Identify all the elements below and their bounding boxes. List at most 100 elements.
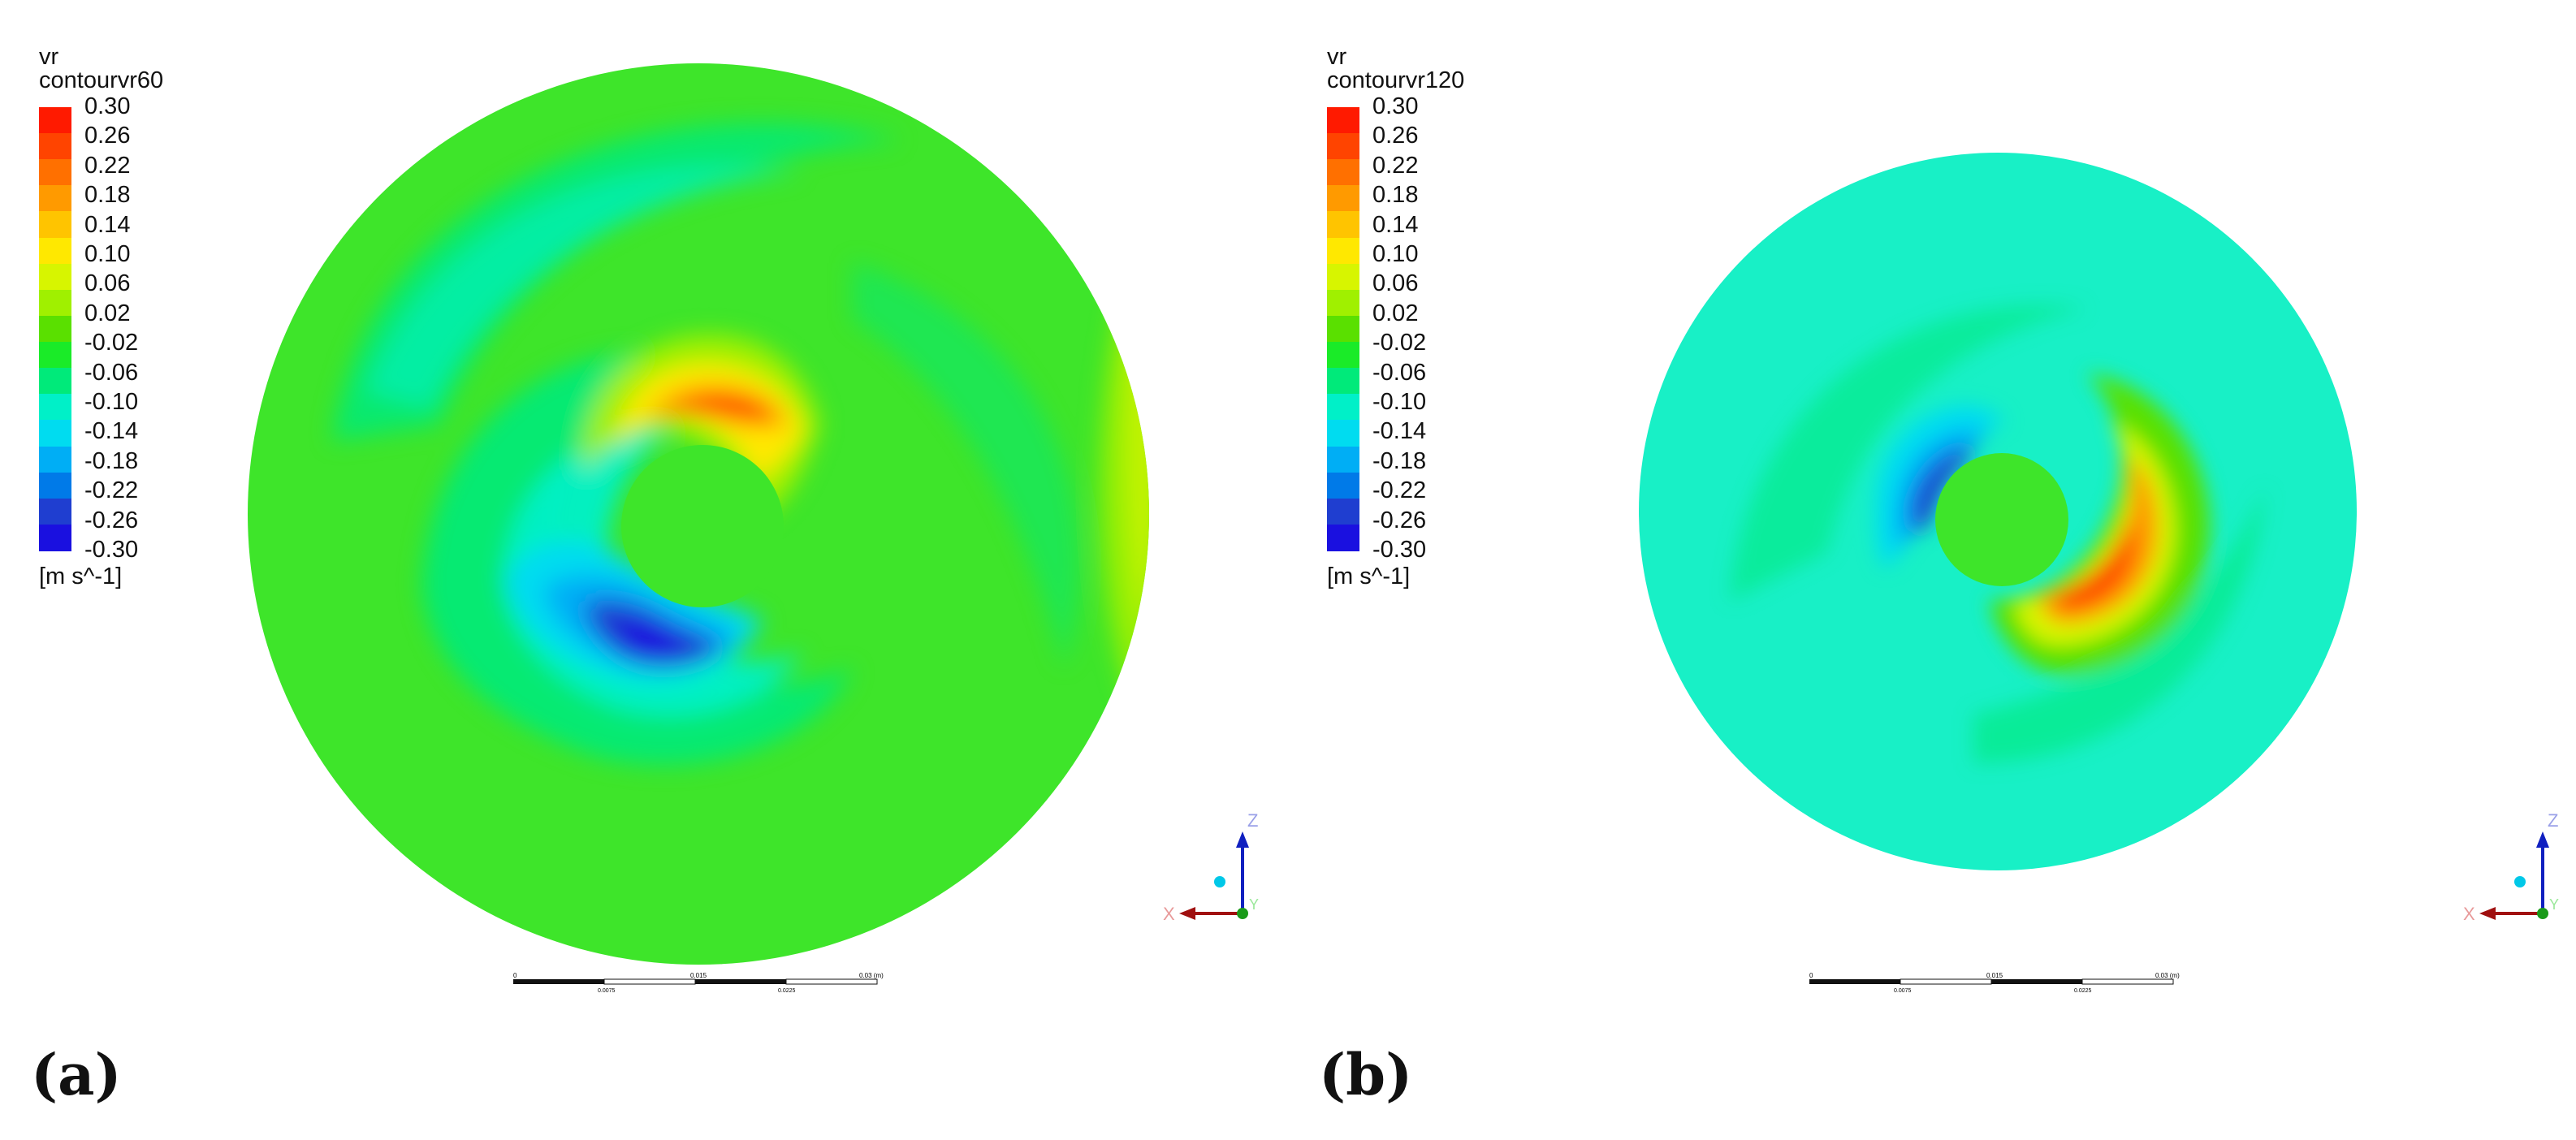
legend-contour-name: contourvr120 xyxy=(1327,67,1465,93)
colorbar-segment xyxy=(1327,159,1359,187)
legend-units: [m s^-1] xyxy=(1327,564,1411,589)
legend-tick-label: -0.26 xyxy=(84,507,139,533)
colorbar-segment xyxy=(1327,472,1359,499)
colorbar-segment xyxy=(1327,342,1359,369)
legend-tick-label: 0.22 xyxy=(84,152,131,179)
axis-x-label: X xyxy=(2463,904,2475,924)
legend-tick-label: -0.10 xyxy=(84,389,139,415)
legend-tick-label: -0.22 xyxy=(1372,477,1427,504)
legend-tick-label: 0.06 xyxy=(1372,270,1419,297)
legend-tick-label: 0.18 xyxy=(84,182,131,209)
colorbar-segment xyxy=(1327,133,1359,161)
legend-tick-label: -0.22 xyxy=(84,477,139,504)
scale-sublabel-1: 0.0075 xyxy=(598,988,616,994)
legend-tick-label: 0.26 xyxy=(84,123,131,149)
scale-sublabel-2: 0.0225 xyxy=(778,988,796,994)
legend-tick-label: 0.26 xyxy=(1372,123,1419,149)
colorbar-segment xyxy=(1327,263,1359,291)
colorbar-segment xyxy=(39,446,71,473)
scale-sublabel-2: 0.0225 xyxy=(2074,988,2092,994)
colorbar-segment xyxy=(1327,107,1359,135)
colorbar-segment xyxy=(39,289,71,317)
colorbar-segment xyxy=(39,472,71,499)
colorbar-segment xyxy=(1327,524,1359,551)
colorbar-segment xyxy=(39,524,71,551)
legend-tick-label: -0.06 xyxy=(84,359,139,386)
scale-label-end: 0.03 (m) xyxy=(859,973,884,979)
panel-b: vr contourvr120 [m s^-1] 0 0.0 xyxy=(1288,0,2576,1140)
colorbar-segment xyxy=(1327,420,1359,447)
scale-bar: 0 0.015 0.03 (m) 0.0075 0.0225 xyxy=(1809,973,2180,994)
colorbar-segment xyxy=(39,420,71,447)
legend-tick-label: 0.10 xyxy=(84,241,131,267)
legend-colorbar xyxy=(39,107,71,551)
legend-tick-label: 0.30 xyxy=(1372,93,1419,119)
legend-tick-label: 0.14 xyxy=(1372,211,1419,238)
legend-tick-label: 0.18 xyxy=(1372,182,1419,209)
legend-tick-label: 0.30 xyxy=(84,93,131,119)
colorbar-segment xyxy=(1327,368,1359,395)
hub-region xyxy=(621,445,784,607)
legend-tick-label: 0.02 xyxy=(84,300,131,326)
colorbar-segment xyxy=(39,263,71,291)
legend-colorbar xyxy=(1327,107,1359,551)
colorbar-segment xyxy=(39,498,71,525)
colorbar-segment xyxy=(39,315,71,343)
legend-tick-label: -0.10 xyxy=(1372,389,1427,415)
legend-tick-label: -0.30 xyxy=(1372,537,1427,563)
colorbar-segment xyxy=(39,159,71,187)
scale-bar: 0 0.015 0.03 (m) 0.0075 0.0225 xyxy=(513,973,884,994)
colorbar-segment xyxy=(1327,211,1359,239)
axis-triad: Z X Y xyxy=(1163,810,1259,924)
colorbar-segment xyxy=(1327,498,1359,525)
contour-plot-b xyxy=(1639,153,2357,870)
scale-label-0: 0 xyxy=(1809,973,1813,979)
axis-triad: Z X Y xyxy=(2463,810,2559,924)
axis-y-label: Y xyxy=(2549,896,2559,913)
colorbar-segment xyxy=(1327,289,1359,317)
legend-tick-label: 0.02 xyxy=(1372,300,1419,326)
colorbar-segment xyxy=(1327,185,1359,213)
legend-tick-label: -0.14 xyxy=(84,418,139,445)
panel-label-a: (a) xyxy=(31,1041,122,1108)
legend-variable: vr xyxy=(1327,44,1347,70)
legend-tick-label: -0.14 xyxy=(1372,418,1427,445)
legend-tick-label: -0.18 xyxy=(84,447,139,474)
axis-z-label: Z xyxy=(1247,810,1258,831)
legend-variable: vr xyxy=(39,44,59,70)
panel-a: vr contourvr60 [m s^-1] xyxy=(31,44,1259,1108)
scale-label-mid: 0.015 xyxy=(1986,973,2003,979)
legend-tick-label: 0.06 xyxy=(84,270,131,297)
legend-tick-label: -0.18 xyxy=(1372,447,1427,474)
colorbar-segment xyxy=(39,368,71,395)
legend-tick-label: -0.06 xyxy=(1372,359,1427,386)
colorbar-segment xyxy=(1327,394,1359,421)
axis-y-label: Y xyxy=(1249,896,1259,913)
legend-units: [m s^-1] xyxy=(39,564,123,589)
scale-label-0: 0 xyxy=(513,973,517,979)
legend-tick-label: 0.22 xyxy=(1372,152,1419,179)
scale-label-mid: 0.015 xyxy=(690,973,707,979)
colorbar-segment xyxy=(39,133,71,161)
legend-contour-name: contourvr60 xyxy=(39,67,164,93)
colorbar-segment xyxy=(1327,446,1359,473)
colorbar-segment xyxy=(1327,237,1359,265)
axis-x-label: X xyxy=(1163,904,1175,924)
colorbar-segment xyxy=(39,211,71,239)
legend-tick-label: 0.14 xyxy=(84,211,131,238)
legend-tick-label: -0.02 xyxy=(1372,330,1427,356)
colorbar-segment xyxy=(1327,315,1359,343)
legend-tick-label: -0.30 xyxy=(84,537,139,563)
colorbar-segment xyxy=(39,107,71,135)
colorbar-segment xyxy=(39,342,71,369)
axis-z-label: Z xyxy=(2548,810,2558,831)
contour-plot-a xyxy=(248,63,1149,965)
legend-tick-label: -0.02 xyxy=(84,330,139,356)
hub-region xyxy=(1935,453,2068,586)
scale-sublabel-1: 0.0075 xyxy=(1894,988,1912,994)
colorbar-segment xyxy=(39,237,71,265)
colorbar-segment xyxy=(39,394,71,421)
legend-tick-label: 0.10 xyxy=(1372,241,1419,267)
panel-label-b: (b) xyxy=(1319,1041,1413,1108)
scale-label-end: 0.03 (m) xyxy=(2155,973,2180,979)
